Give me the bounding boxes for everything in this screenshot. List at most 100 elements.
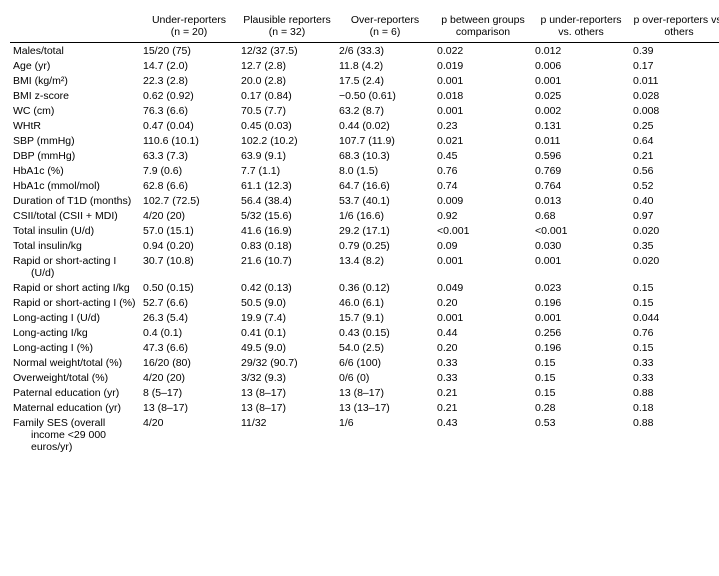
col-header-label: p under-reporters vs. others: [535, 14, 627, 38]
cell: 0.33: [630, 370, 719, 385]
cell: 1/6: [336, 415, 434, 454]
cell: 0.769: [532, 163, 630, 178]
cell: 7.7 (1.1): [238, 163, 336, 178]
cell: 19.9 (7.4): [238, 310, 336, 325]
cell: 0.62 (0.92): [140, 88, 238, 103]
cell: 49.5 (9.0): [238, 340, 336, 355]
cell: 0.20: [434, 340, 532, 355]
table-row: HbA1c (mmol/mol)62.8 (6.6)61.1 (12.3)64.…: [10, 178, 719, 193]
table-row: Paternal education (yr)8 (5–17)13 (8–17)…: [10, 385, 719, 400]
cell: 13 (8–17): [140, 400, 238, 415]
table-row: Rapid or short-acting I (U/d)30.7 (10.8)…: [10, 253, 719, 280]
col-header-label: Over-reporters: [339, 14, 431, 26]
cell: 0.17 (0.84): [238, 88, 336, 103]
table-row: Duration of T1D (months)102.7 (72.5)56.4…: [10, 193, 719, 208]
col-header: p under-reporters vs. others: [532, 10, 630, 43]
cell: 0.020: [630, 223, 719, 238]
col-header-sub: (n = 20): [143, 26, 235, 38]
cell: 0.43: [434, 415, 532, 454]
cell: 63.9 (9.1): [238, 148, 336, 163]
row-label: Overweight/total (%): [10, 370, 140, 385]
cell: 0.028: [630, 88, 719, 103]
row-label: BMI z-score: [10, 88, 140, 103]
cell: 5/32 (15.6): [238, 208, 336, 223]
row-label: Males/total: [10, 43, 140, 59]
cell: 56.4 (38.4): [238, 193, 336, 208]
col-header-blank: [10, 10, 140, 43]
cell: 0.21: [630, 148, 719, 163]
row-label: CSII/total (CSII + MDI): [10, 208, 140, 223]
cell: 0.74: [434, 178, 532, 193]
table-row: Family SES (overall income <29 000 euros…: [10, 415, 719, 454]
cell: 16/20 (80): [140, 355, 238, 370]
cell: 20.0 (2.8): [238, 73, 336, 88]
cell: 29.2 (17.1): [336, 223, 434, 238]
cell: 0.68: [532, 208, 630, 223]
cell: 0.006: [532, 58, 630, 73]
cell: 0.40: [630, 193, 719, 208]
row-label: Long-acting I/kg: [10, 325, 140, 340]
cell: 0.15: [630, 295, 719, 310]
cell: 50.5 (9.0): [238, 295, 336, 310]
col-header-label: p between groups comparison: [437, 14, 529, 38]
cell: 14.7 (2.0): [140, 58, 238, 73]
cell: 0.47 (0.04): [140, 118, 238, 133]
cell: 0.94 (0.20): [140, 238, 238, 253]
cell: 0.15: [630, 280, 719, 295]
table-body: Males/total15/20 (75)12/32 (37.5)2/6 (33…: [10, 43, 719, 455]
cell: 0.596: [532, 148, 630, 163]
row-label: Rapid or short-acting I (U/d): [10, 253, 140, 280]
cell: 0.196: [532, 340, 630, 355]
cell: 4/20: [140, 415, 238, 454]
cell: 0.018: [434, 88, 532, 103]
cell: 0.23: [434, 118, 532, 133]
cell: 0.013: [532, 193, 630, 208]
cell: 68.3 (10.3): [336, 148, 434, 163]
row-label: SBP (mmHg): [10, 133, 140, 148]
cell: <0.001: [532, 223, 630, 238]
cell: 0.41 (0.1): [238, 325, 336, 340]
table-row: Overweight/total (%)4/20 (20)3/32 (9.3)0…: [10, 370, 719, 385]
cell: 0.17: [630, 58, 719, 73]
cell: 0.20: [434, 295, 532, 310]
table-row: HbA1c (%)7.9 (0.6)7.7 (1.1)8.0 (1.5)0.76…: [10, 163, 719, 178]
cell: 63.3 (7.3): [140, 148, 238, 163]
cell: 0.18: [630, 400, 719, 415]
table-row: WC (cm)76.3 (6.6)70.5 (7.7)63.2 (8.7)0.0…: [10, 103, 719, 118]
cell: 62.8 (6.6): [140, 178, 238, 193]
cell: 0.50 (0.15): [140, 280, 238, 295]
cell: 0.52: [630, 178, 719, 193]
cell: 0.020: [630, 253, 719, 280]
cell: 0.012: [532, 43, 630, 59]
cell: 0.044: [630, 310, 719, 325]
cell: 0.33: [630, 355, 719, 370]
cell: 13 (8–17): [238, 400, 336, 415]
cell: 26.3 (5.4): [140, 310, 238, 325]
cell: 0.15: [630, 340, 719, 355]
col-header-sub: (n = 32): [241, 26, 333, 38]
cell: 57.0 (15.1): [140, 223, 238, 238]
cell: 0.21: [434, 385, 532, 400]
cell: 13.4 (8.2): [336, 253, 434, 280]
table-row: Total insulin/kg0.94 (0.20)0.83 (0.18)0.…: [10, 238, 719, 253]
cell: 0.15: [532, 355, 630, 370]
cell: 0.030: [532, 238, 630, 253]
table-row: Long-acting I (U/d)26.3 (5.4)19.9 (7.4)1…: [10, 310, 719, 325]
cell: 0.4 (0.1): [140, 325, 238, 340]
cell: 54.0 (2.5): [336, 340, 434, 355]
cell: 0.45: [434, 148, 532, 163]
cell: 0.196: [532, 295, 630, 310]
cell: 0.09: [434, 238, 532, 253]
cell: 107.7 (11.9): [336, 133, 434, 148]
cell: 0.56: [630, 163, 719, 178]
cell: 0.92: [434, 208, 532, 223]
cell: 0.33: [434, 370, 532, 385]
cell: 13 (8–17): [336, 385, 434, 400]
cell: 0.42 (0.13): [238, 280, 336, 295]
cell: 30.7 (10.8): [140, 253, 238, 280]
cell: 8 (5–17): [140, 385, 238, 400]
row-label: BMI (kg/m²): [10, 73, 140, 88]
cell: −0.50 (0.61): [336, 88, 434, 103]
col-header-label: p over-reporters vs. others: [633, 14, 719, 38]
cell: 0/6 (0): [336, 370, 434, 385]
